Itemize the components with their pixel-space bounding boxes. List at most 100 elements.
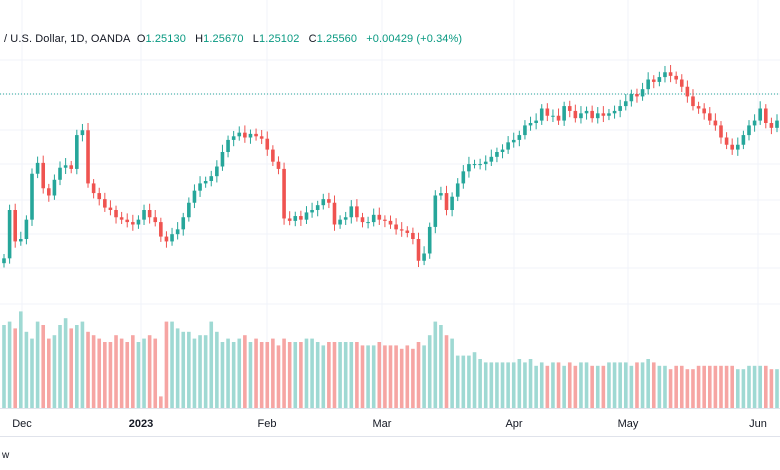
- candle-body: [651, 79, 656, 82]
- volume-bar: [668, 369, 673, 408]
- volume-bar: [691, 369, 695, 408]
- candle-body: [159, 222, 163, 237]
- volume-bar: [131, 335, 135, 408]
- candle-body: [97, 193, 102, 200]
- volume-bar: [153, 338, 158, 408]
- candle-body: [383, 219, 387, 221]
- volume-bar: [399, 348, 404, 408]
- volume-bar: [416, 342, 421, 408]
- candle-body: [282, 168, 286, 219]
- volume-bar: [293, 342, 298, 408]
- volume-bar: [170, 321, 174, 408]
- volume-bar: [411, 348, 415, 408]
- candle-body: [265, 138, 270, 150]
- price-chart[interactable]: [0, 0, 780, 408]
- candle-body: [657, 77, 662, 82]
- candle-body: [427, 226, 432, 254]
- candle-body: [108, 207, 113, 210]
- candle-body: [758, 108, 762, 121]
- volume-bar: [573, 365, 578, 408]
- change-value: +0.00429 (+0.34%): [366, 33, 463, 45]
- volume-bar: [730, 365, 734, 408]
- volume-bar: [640, 362, 645, 408]
- candle-body: [775, 120, 779, 128]
- candle-body: [142, 210, 146, 220]
- volume-bar: [215, 331, 219, 408]
- volume-bar: [439, 325, 443, 408]
- volume-bar: [506, 362, 510, 408]
- candle-body: [220, 152, 225, 167]
- volume-bar: [30, 338, 34, 408]
- candle-body: [679, 79, 684, 87]
- candle-body: [629, 94, 634, 102]
- candle-body: [19, 239, 23, 242]
- volume-bar: [41, 325, 46, 408]
- candle-body: [461, 171, 466, 184]
- volume-bar: [276, 345, 281, 408]
- candle-body: [663, 72, 667, 78]
- volume-bar: [13, 328, 18, 408]
- x-label-may: May: [617, 418, 639, 430]
- volume-bar: [91, 335, 96, 408]
- volume-bar: [444, 335, 449, 408]
- volume-bar: [265, 342, 270, 408]
- candle-body: [394, 224, 398, 230]
- candle-body: [595, 113, 600, 119]
- volume-bar: [679, 365, 684, 408]
- candle-body: [455, 183, 460, 197]
- candle-body: [551, 115, 555, 117]
- symbol-title: / U.S. Dollar, 1D, OANDA: [4, 33, 131, 45]
- candle-body: [226, 139, 230, 152]
- volume-bar: [304, 338, 309, 408]
- volume-bar: [355, 342, 359, 408]
- volume-bar: [24, 331, 29, 408]
- high-value: 1.25670: [203, 33, 244, 45]
- volume-bar: [651, 362, 656, 408]
- volume-bar: [175, 328, 180, 408]
- volume-bar: [769, 369, 774, 408]
- candle-body: [271, 149, 275, 162]
- candle-body: [7, 210, 12, 259]
- volume-bar: [282, 338, 286, 408]
- volume-bar: [584, 362, 589, 408]
- candle-body: [517, 135, 522, 140]
- candle-body: [47, 188, 51, 196]
- candle-body: [119, 217, 124, 220]
- candle-body: [635, 94, 639, 97]
- footer-strip: w: [0, 436, 780, 470]
- volume-bar: [7, 321, 12, 408]
- volume-bar: [719, 365, 723, 408]
- volume-bar: [534, 365, 538, 408]
- candle-body: [91, 183, 96, 194]
- candle-body: [719, 125, 723, 138]
- volume-bar: [517, 359, 522, 408]
- volume-bar: [702, 365, 706, 408]
- time-axis[interactable]: Dec 2023 Feb Mar Apr May Jun: [0, 408, 780, 437]
- candle-body: [467, 164, 471, 172]
- volume-bar: [472, 352, 477, 408]
- candle-body: [187, 202, 191, 218]
- candle-body: [724, 137, 729, 145]
- volume-bar: [75, 325, 79, 408]
- candle-body: [125, 219, 130, 223]
- volume-bar: [394, 345, 398, 408]
- candle-body: [287, 218, 292, 221]
- volume-bar: [511, 362, 516, 408]
- volume-bar: [203, 335, 208, 408]
- candle-body: [388, 220, 393, 225]
- volume-bar: [450, 338, 454, 408]
- volume-bar: [775, 369, 779, 408]
- volume-bar: [63, 318, 68, 408]
- candle-body: [349, 206, 354, 218]
- volume-bar: [763, 365, 768, 408]
- ohlc-legend: / U.S. Dollar, 1D, OANDA O1.25130 H1.256…: [4, 33, 462, 45]
- volume-bar: [433, 321, 438, 408]
- candle-body: [248, 133, 253, 138]
- candle-body: [769, 123, 774, 128]
- candle-body: [30, 173, 34, 220]
- candle-body: [371, 214, 376, 223]
- candle-body: [192, 190, 197, 203]
- volume-bar: [595, 365, 600, 408]
- volume-bar: [114, 335, 118, 408]
